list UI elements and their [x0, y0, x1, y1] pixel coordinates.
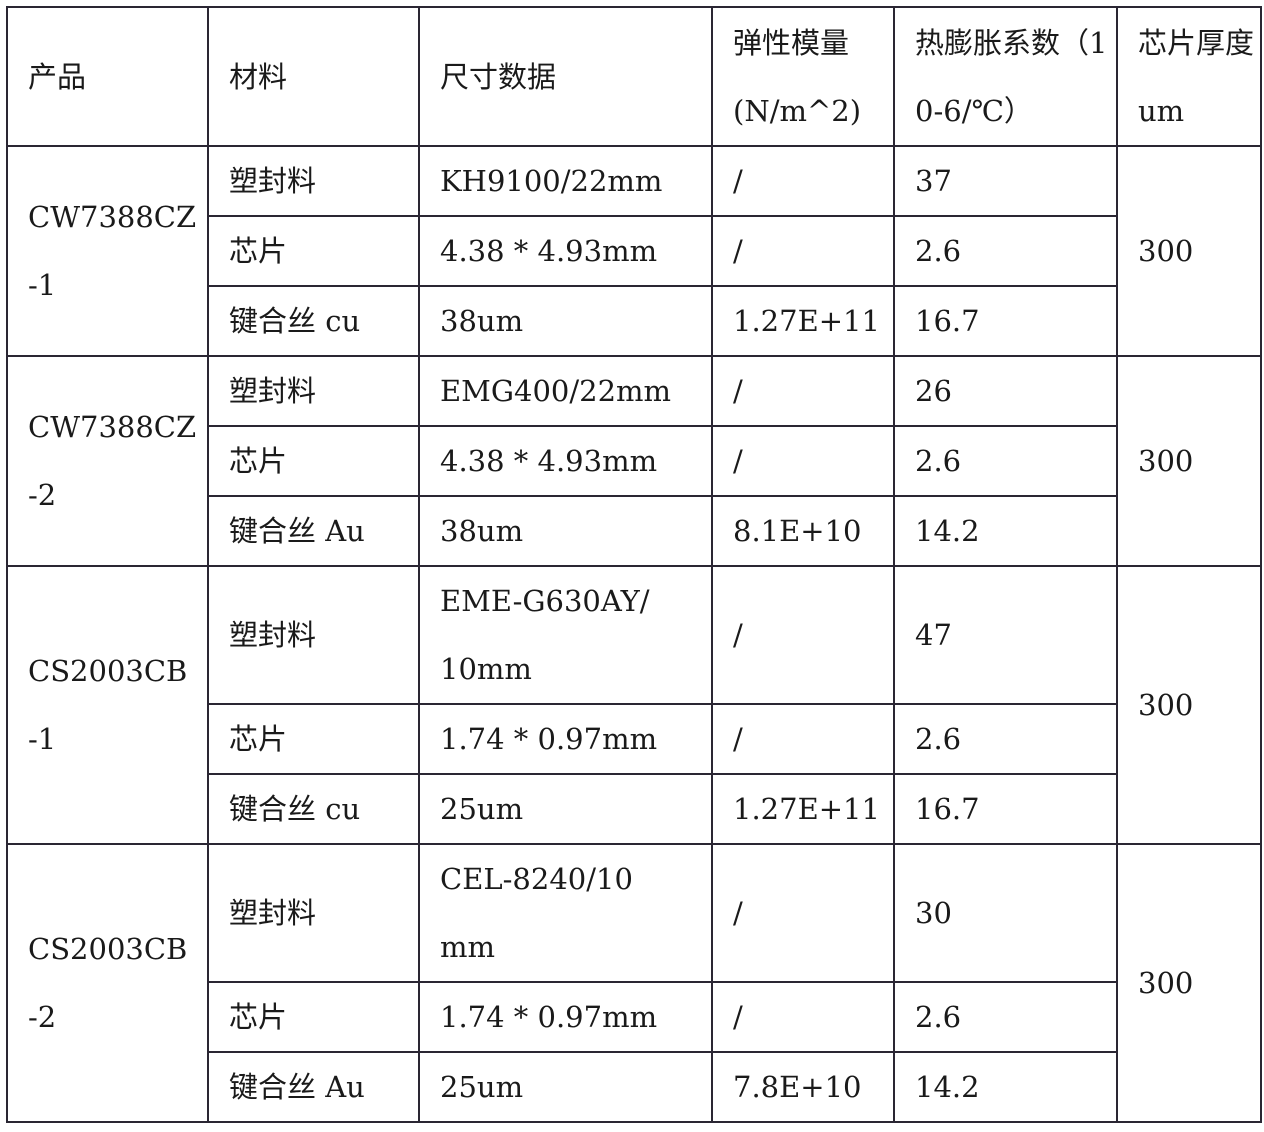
- cte-cell: 14.2: [893, 1051, 1118, 1123]
- size-cell: 38um: [418, 495, 713, 567]
- material-cell: 芯片: [207, 703, 420, 775]
- material-properties-table: 产品 材料 尺寸数据 弹性模量(N/m^2) 热膨胀系数（10-6/℃） 芯片厚…: [6, 6, 1262, 1123]
- modulus-cell: /: [711, 843, 895, 983]
- table-row: CW7388CZ-1 塑封料 KH9100/22mm/37 300: [6, 145, 1262, 357]
- cte-cell: 16.7: [893, 285, 1118, 357]
- thickness-cell: 300: [1116, 565, 1262, 845]
- header-modulus: 弹性模量(N/m^2): [711, 6, 895, 147]
- size-cell: EMG400/22mm: [418, 355, 713, 427]
- size-cell: KH9100/22mm: [418, 145, 713, 217]
- material-cell: 键合丝 Au: [207, 1051, 420, 1123]
- header-cte: 热膨胀系数（10-6/℃）: [893, 6, 1118, 147]
- material-cell: 芯片: [207, 981, 420, 1053]
- thickness-cell: 300: [1116, 355, 1262, 567]
- product-cell: CW7388CZ-1: [6, 145, 209, 357]
- cte-cell: 2.6: [893, 981, 1118, 1053]
- size-cell: 1.74 * 0.97mm: [418, 981, 713, 1053]
- modulus-cell: 7.8E+10: [711, 1051, 895, 1123]
- size-cell: 4.38 * 4.93mm: [418, 425, 713, 497]
- modulus-cell: /: [711, 981, 895, 1053]
- table-row: 键合丝 Au 38um 8.1E+10 14.2: [7, 495, 1261, 567]
- modulus-cell: /: [711, 355, 895, 427]
- table-row: 键合丝 cu 25um 1.27E+11 16.7: [7, 773, 1261, 845]
- cte-cell: 37: [893, 145, 1118, 217]
- table-row: 芯片 1.74 * 0.97mm/2.6: [7, 703, 1261, 775]
- modulus-cell: /: [711, 145, 895, 217]
- product-cell: CW7388CZ-2: [6, 355, 209, 567]
- modulus-cell: 1.27E+11: [711, 773, 895, 845]
- thickness-cell: 300: [1116, 145, 1262, 357]
- size-cell: CEL-8240/10mm: [418, 843, 713, 983]
- size-cell: 25um: [418, 1051, 713, 1123]
- modulus-cell: 8.1E+10: [711, 495, 895, 567]
- material-cell: 芯片: [207, 215, 420, 287]
- table-row: 键合丝 Au 25um 7.8E+10 14.2: [7, 1051, 1261, 1123]
- material-cell: 键合丝 cu: [207, 773, 420, 845]
- modulus-cell: /: [711, 565, 895, 705]
- cte-cell: 2.6: [893, 215, 1118, 287]
- table-row: CS2003CB-2 塑封料 CEL-8240/10mm/30 300: [6, 843, 1262, 1123]
- modulus-cell: 1.27E+11: [711, 285, 895, 357]
- material-cell: 塑封料: [207, 843, 420, 983]
- material-cell: 键合丝 Au: [207, 495, 420, 567]
- modulus-cell: /: [711, 425, 895, 497]
- size-cell: 1.74 * 0.97mm: [418, 703, 713, 775]
- cte-cell: 2.6: [893, 425, 1118, 497]
- header-product: 产品: [6, 6, 209, 147]
- cte-cell: 30: [893, 843, 1118, 983]
- header-size: 尺寸数据: [418, 6, 713, 147]
- product-cell: CS2003CB-1: [6, 565, 209, 845]
- header-material: 材料: [207, 6, 420, 147]
- cte-cell: 2.6: [893, 703, 1118, 775]
- size-cell: 38um: [418, 285, 713, 357]
- table-row: 键合丝 cu 38um 1.27E+11 16.7: [7, 285, 1261, 357]
- size-cell: EME-G630AY/10mm: [418, 565, 713, 705]
- material-cell: 键合丝 cu: [207, 285, 420, 357]
- table-row: 芯片 4.38 * 4.93mm/2.6: [7, 425, 1261, 497]
- size-cell: 4.38 * 4.93mm: [418, 215, 713, 287]
- table-row: CW7388CZ-2 塑封料 EMG400/22mm/26 300: [6, 355, 1262, 567]
- table-row: CS2003CB-1 塑封料 EME-G630AY/10mm/47 300: [6, 565, 1262, 845]
- thickness-cell: 300: [1116, 843, 1262, 1123]
- cte-cell: 16.7: [893, 773, 1118, 845]
- header-thickness: 芯片厚度 um: [1116, 6, 1262, 147]
- material-cell: 塑封料: [207, 355, 420, 427]
- cte-cell: 14.2: [893, 495, 1118, 567]
- modulus-cell: /: [711, 215, 895, 287]
- table-row: 芯片 4.38 * 4.93mm/2.6: [7, 215, 1261, 287]
- modulus-cell: /: [711, 703, 895, 775]
- size-cell: 25um: [418, 773, 713, 845]
- cte-cell: 26: [893, 355, 1118, 427]
- material-cell: 塑封料: [207, 145, 420, 217]
- material-cell: 芯片: [207, 425, 420, 497]
- product-cell: CS2003CB-2: [6, 843, 209, 1123]
- cte-cell: 47: [893, 565, 1118, 705]
- table-row: 芯片 1.74 * 0.97mm/2.6: [7, 981, 1261, 1053]
- material-cell: 塑封料: [207, 565, 420, 705]
- header-row: 产品 材料 尺寸数据 弹性模量(N/m^2) 热膨胀系数（10-6/℃） 芯片厚…: [6, 6, 1262, 147]
